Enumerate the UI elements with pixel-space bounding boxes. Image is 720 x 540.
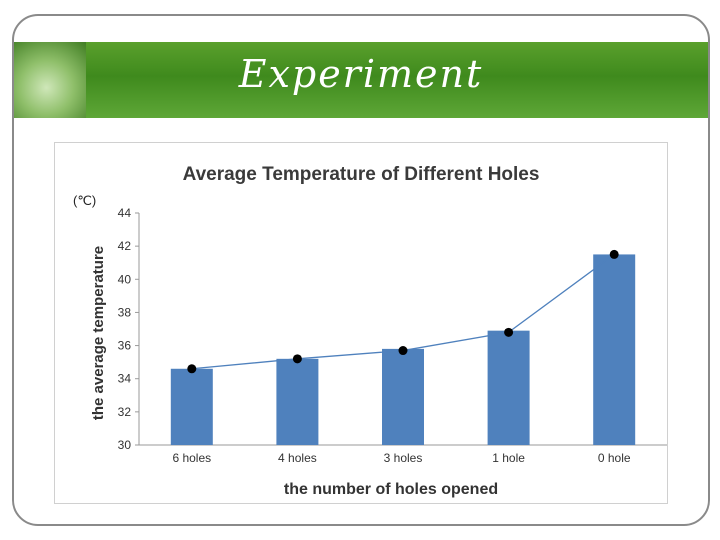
y-tick-label: 36 (118, 339, 132, 353)
data-point (187, 364, 197, 374)
bar (170, 368, 213, 445)
x-axis-label: the number of holes opened (284, 481, 498, 498)
y-tick-label: 44 (118, 206, 132, 220)
x-tick-label: 6 holes (172, 451, 211, 465)
slide-title: Experiment (238, 52, 484, 96)
x-tick-label: 4 holes (278, 451, 317, 465)
x-tick-label: 0 hole (598, 451, 631, 465)
y-tick-label: 42 (118, 239, 132, 253)
y-axis-unit: (℃) (73, 193, 96, 208)
bar (382, 348, 424, 445)
bar (487, 330, 530, 445)
plot-area: 30 32 34 36 38 40 42 44 6 holes 4 holes 3 holes 1 h… (118, 206, 667, 465)
seedling-hands-image (14, 42, 86, 118)
bar (276, 358, 319, 445)
y-tick-label: 32 (118, 405, 132, 419)
y-tick-label: 34 (118, 372, 132, 386)
y-axis-label: the average temperature (90, 246, 107, 420)
chart-title: Average Temperature of Different Holes (183, 164, 540, 185)
temperature-chart: Average Temperature of Different Holes (… (73, 164, 667, 498)
x-tick-label: 1 hole (492, 451, 525, 465)
y-tick-label: 38 (118, 305, 132, 319)
y-tick-label: 30 (118, 438, 132, 452)
data-point (609, 249, 619, 259)
chart-panel: Average Temperature of Different Holes (… (54, 142, 668, 504)
data-point (504, 327, 514, 337)
x-tick-label: 3 holes (384, 451, 423, 465)
data-point (398, 346, 408, 356)
y-tick-label: 40 (118, 272, 132, 286)
data-point (292, 354, 302, 364)
bar (593, 254, 636, 445)
slide-frame: Experiment Average Temperature of Differ… (12, 14, 710, 526)
title-banner: Experiment (14, 42, 708, 118)
